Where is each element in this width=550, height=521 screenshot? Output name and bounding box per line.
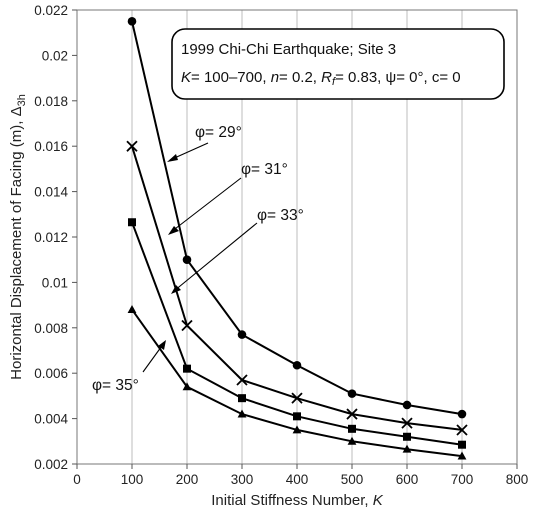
y-tick-label: 0.018 (34, 94, 68, 109)
data-point-circle (292, 360, 302, 370)
y-tick-label: 0.016 (34, 139, 68, 154)
y-tick-label: 0.004 (34, 412, 68, 427)
info-box-k-range: = 100–700, (191, 69, 271, 86)
series-3 (128, 218, 466, 449)
x-tick-label: 700 (451, 472, 474, 487)
data-point-triangle (347, 436, 357, 445)
data-point-square (238, 394, 246, 403)
data-point-square (348, 424, 356, 433)
y-tick-label: 0.012 (34, 230, 68, 245)
axis-ticks: 0 100 200 300 400 500 600 700 800 0.002 0.004 0.006… (34, 3, 528, 487)
data-point-x (181, 319, 193, 332)
data-point-triangle (457, 451, 467, 460)
data-point-x (456, 424, 468, 436)
data-point-triangle (127, 305, 137, 314)
info-box-r: R (321, 69, 332, 86)
data-point-x (236, 374, 248, 386)
arrow-phi-35 (142, 342, 165, 373)
y-tick-label: 0.008 (34, 321, 68, 336)
x-tick-label: 500 (341, 472, 364, 487)
data-point-x (126, 140, 138, 152)
x-tick-label: 100 (121, 472, 144, 487)
data-point-square (128, 218, 136, 227)
y-axis-title: Horizontal Displacement of Facing (m), Δ… (8, 94, 28, 380)
series-1 (127, 17, 467, 419)
data-point-circle (457, 409, 467, 419)
y-tick-label: 0.006 (34, 366, 68, 381)
y-tick-label: 0.002 (34, 457, 68, 472)
x-tick-label: 800 (506, 472, 529, 487)
annotation-phi-29: φ= 29° (195, 124, 242, 141)
info-box-k: K (181, 69, 192, 86)
info-box-r-sub: f (332, 76, 336, 88)
info-box-line-2: K= 100–700, n= 0.2, Rf= 0.83, ψ= 0°, c= … (181, 69, 461, 88)
x-tick-label: 0 (73, 472, 81, 487)
data-point-triangle (237, 409, 247, 418)
arrow-phi-33 (173, 222, 258, 292)
arrow-phi-31 (170, 177, 242, 233)
arrowhead-phi-31 (168, 226, 179, 235)
info-box-rest: = 0.83, ψ= 0°, c= 0 (335, 69, 461, 86)
arrowhead-phi-29 (167, 154, 178, 162)
data-point-triangle (182, 382, 192, 391)
data-point-square (183, 364, 191, 373)
data-point-x (346, 408, 358, 420)
x-tick-label: 300 (231, 472, 254, 487)
y-tick-label: 0.014 (34, 185, 68, 200)
data-point-square (403, 432, 411, 441)
data-point-x (401, 417, 413, 429)
data-point-square (458, 440, 466, 449)
arrowhead-phi-35 (158, 340, 166, 350)
arrowhead-phi-33 (171, 285, 181, 294)
y-tick-label: 0.01 (42, 275, 68, 290)
info-box-n-value: = 0.2, (279, 69, 321, 86)
data-point-triangle (402, 444, 412, 453)
series-group (126, 17, 468, 460)
annotation-phi-35: φ= 35° (92, 377, 139, 394)
y-tick-label: 0.02 (42, 48, 68, 63)
annotations: φ= 29° φ= 31° φ= 33° φ= 35° (92, 124, 304, 394)
series-4 (127, 305, 467, 460)
data-point-circle (182, 255, 192, 264)
info-box-n: n (271, 69, 279, 86)
x-tick-label: 400 (286, 472, 309, 487)
data-point-circle (402, 400, 412, 410)
y-tick-label: 0.022 (34, 3, 68, 18)
info-box: 1999 Chi-Chi Earthquake; Site 3 K= 100–7… (171, 28, 505, 100)
series-2 (126, 140, 468, 436)
data-point-x (291, 392, 303, 404)
data-point-circle (127, 17, 137, 26)
x-tick-label: 600 (396, 472, 419, 487)
x-tick-label: 200 (176, 472, 199, 487)
data-point-triangle (292, 425, 302, 434)
info-box-line-1: 1999 Chi-Chi Earthquake; Site 3 (181, 41, 396, 58)
x-axis-title: Initial Stiffness Number, K (211, 492, 383, 509)
data-point-circle (237, 330, 247, 339)
data-point-circle (347, 389, 357, 398)
data-point-square (293, 412, 301, 421)
annotation-phi-31: φ= 31° (241, 161, 288, 178)
annotation-phi-33: φ= 33° (257, 207, 304, 224)
